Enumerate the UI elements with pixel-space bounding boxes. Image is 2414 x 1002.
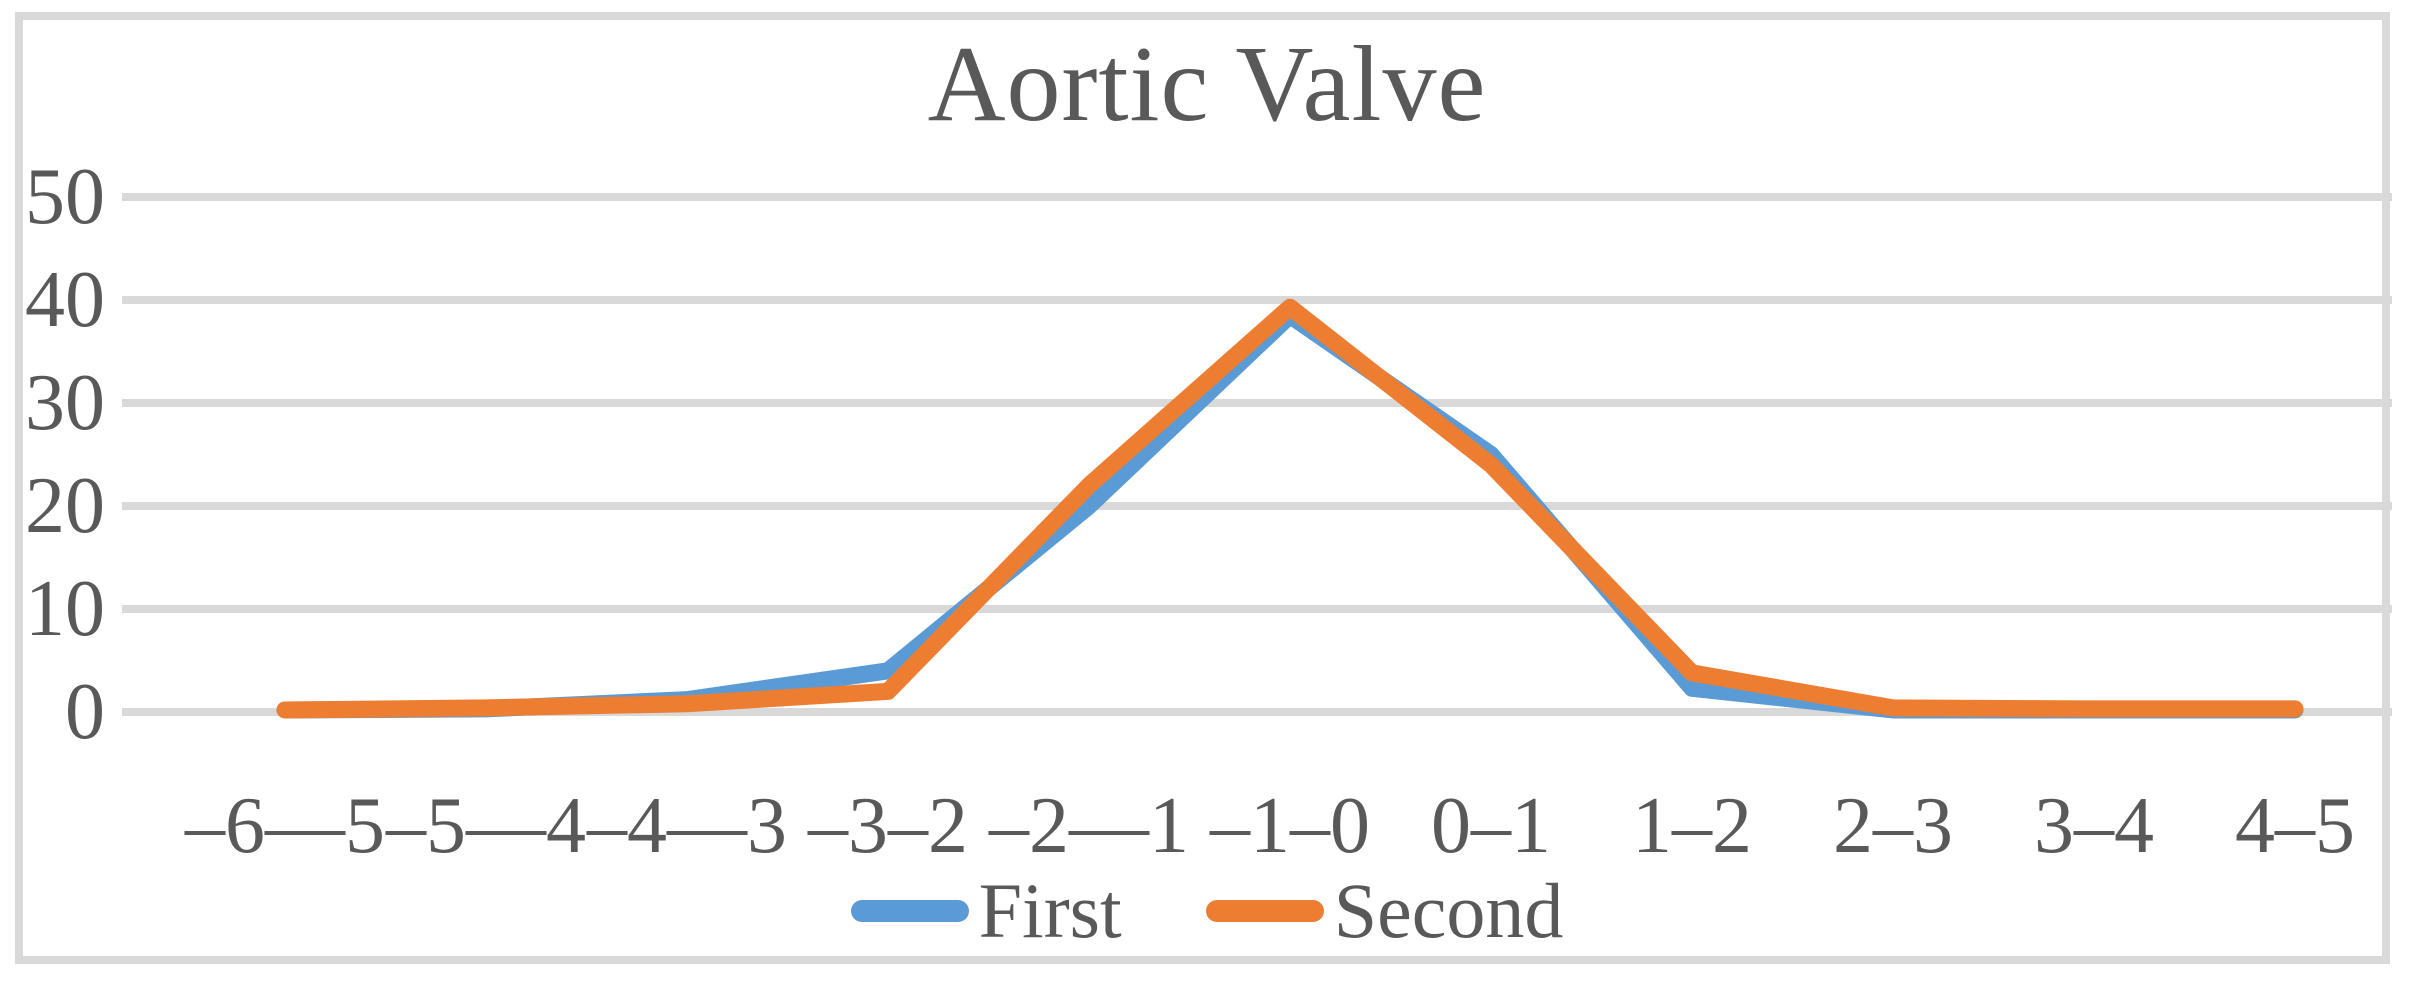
legend-item-second: Second	[1205, 867, 1564, 954]
series-line-first	[276, 306, 2304, 719]
x-tick-label-9: 3–4	[2034, 782, 2154, 870]
x-tick-label-7: 1–2	[1632, 782, 1752, 870]
legend-swatch-second	[1205, 900, 1324, 922]
x-tick-label-8: 2–3	[1833, 782, 1953, 870]
x-tick-label-2: –4––3	[587, 782, 787, 870]
series-lines	[276, 298, 2304, 719]
x-tick-label-3: –3–2	[808, 782, 968, 870]
chart-frame	[15, 12, 2390, 964]
y-tick-label-50: 50	[25, 153, 105, 241]
y-tick-label-30: 30	[25, 359, 105, 447]
y-tick-label-0: 0	[65, 668, 105, 756]
x-tick-label-6: 0–1	[1431, 782, 1551, 870]
y-tick-label-10: 10	[25, 565, 105, 653]
y-tick-label-40: 40	[25, 256, 105, 344]
y-tick-label-20: 20	[25, 462, 105, 550]
legend-label-second: Second	[1333, 867, 1564, 954]
legend-swatch-first	[850, 900, 969, 922]
chart-title: Aortic Valve	[927, 25, 1487, 144]
legend: First Second	[0, 872, 2414, 950]
legend-label-first: First	[978, 867, 1122, 954]
gridlines	[122, 193, 2392, 716]
x-tick-label-10: 4–5	[2235, 782, 2355, 870]
x-tick-label-1: –5––4	[386, 782, 586, 870]
x-tick-label-5: –1–0	[1210, 782, 1370, 870]
series-line-second	[276, 298, 2304, 719]
legend-item-first: First	[850, 867, 1122, 954]
x-tick-label-4: –2––1	[989, 782, 1189, 870]
x-tick-label-0: –6––5	[185, 782, 385, 870]
